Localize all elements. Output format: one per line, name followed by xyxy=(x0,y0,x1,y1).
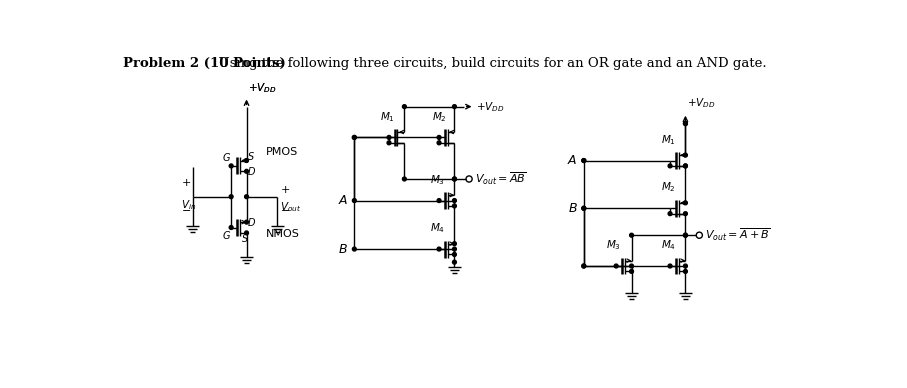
Text: $G$: $G$ xyxy=(222,151,231,163)
Circle shape xyxy=(629,264,633,268)
Text: $M_2$: $M_2$ xyxy=(432,110,446,123)
Circle shape xyxy=(437,247,441,251)
Circle shape xyxy=(353,135,356,139)
Text: $M_4$: $M_4$ xyxy=(661,238,676,252)
Circle shape xyxy=(229,225,233,229)
Text: $G$: $G$ xyxy=(222,229,231,241)
Circle shape xyxy=(437,141,441,145)
Text: $+V_{DD}$: $+V_{DD}$ xyxy=(687,96,716,110)
Circle shape xyxy=(245,195,249,199)
Text: Problem 2 (10 Points): Problem 2 (10 Points) xyxy=(123,57,286,70)
Circle shape xyxy=(668,164,672,168)
Text: $+$: $+$ xyxy=(279,184,290,194)
Circle shape xyxy=(684,164,688,168)
Circle shape xyxy=(387,135,391,139)
Text: $S$: $S$ xyxy=(241,232,249,244)
Text: $V_{out}$: $V_{out}$ xyxy=(279,201,301,214)
Circle shape xyxy=(387,141,391,145)
Circle shape xyxy=(668,264,672,268)
Circle shape xyxy=(353,247,356,251)
Text: $M_3$: $M_3$ xyxy=(606,238,620,252)
Circle shape xyxy=(684,164,688,168)
Circle shape xyxy=(614,264,618,268)
Text: $-$: $-$ xyxy=(279,204,289,214)
Circle shape xyxy=(353,199,356,203)
Circle shape xyxy=(453,199,456,203)
Text: $M_1$: $M_1$ xyxy=(661,133,676,147)
Text: $V_{in}$: $V_{in}$ xyxy=(181,198,197,212)
Circle shape xyxy=(245,220,249,224)
Circle shape xyxy=(582,159,586,163)
Text: $-$: $-$ xyxy=(181,204,191,214)
Text: $M_1$: $M_1$ xyxy=(380,110,395,123)
Circle shape xyxy=(629,233,633,237)
Circle shape xyxy=(684,153,688,157)
Circle shape xyxy=(582,159,586,163)
Circle shape xyxy=(245,231,249,235)
Text: $B$: $B$ xyxy=(338,242,348,256)
Text: $M_3$: $M_3$ xyxy=(430,173,445,187)
Circle shape xyxy=(245,170,249,173)
Text: $D$: $D$ xyxy=(248,165,257,177)
Circle shape xyxy=(229,164,233,168)
Text: $V_{out}=\overline{AB}$: $V_{out}=\overline{AB}$ xyxy=(475,171,527,187)
Text: $S$: $S$ xyxy=(248,150,255,162)
Text: $A$: $A$ xyxy=(567,154,578,167)
Circle shape xyxy=(453,177,456,181)
Circle shape xyxy=(403,105,406,109)
Text: $M_2$: $M_2$ xyxy=(661,180,676,194)
Text: $+$: $+$ xyxy=(181,177,191,188)
Text: $D$: $D$ xyxy=(248,216,257,228)
Circle shape xyxy=(453,242,456,246)
Circle shape xyxy=(582,264,586,268)
Circle shape xyxy=(437,135,441,139)
Circle shape xyxy=(453,247,456,251)
Text: $A$: $A$ xyxy=(337,194,348,207)
Text: $B$: $B$ xyxy=(568,202,578,215)
Circle shape xyxy=(582,206,586,210)
Circle shape xyxy=(453,105,456,109)
Circle shape xyxy=(684,233,688,237)
Circle shape xyxy=(453,204,456,208)
Text: NMOS: NMOS xyxy=(266,229,299,239)
Circle shape xyxy=(684,270,688,273)
Text: Using the following three circuits, build circuits for an OR gate and an AND gat: Using the following three circuits, buil… xyxy=(210,57,767,70)
Circle shape xyxy=(453,177,456,181)
Circle shape xyxy=(629,270,633,273)
Circle shape xyxy=(403,177,406,181)
Circle shape xyxy=(684,212,688,216)
Circle shape xyxy=(684,121,688,125)
Circle shape xyxy=(437,199,441,203)
Text: $+V_{DD}$: $+V_{DD}$ xyxy=(476,100,504,114)
Circle shape xyxy=(453,260,456,264)
Circle shape xyxy=(684,233,688,237)
Circle shape xyxy=(453,253,456,256)
Text: $+V_{DD}$: $+V_{DD}$ xyxy=(249,81,277,95)
Circle shape xyxy=(684,121,688,125)
Text: $V_{out}=\overline{A+B}$: $V_{out}=\overline{A+B}$ xyxy=(706,227,771,244)
Text: $+V_{DD}$: $+V_{DD}$ xyxy=(249,81,277,95)
Circle shape xyxy=(353,135,356,139)
Circle shape xyxy=(582,206,586,210)
Circle shape xyxy=(684,264,688,268)
Circle shape xyxy=(229,195,233,199)
Circle shape xyxy=(245,159,249,163)
Text: PMOS: PMOS xyxy=(266,147,298,157)
Circle shape xyxy=(668,212,672,216)
Circle shape xyxy=(582,264,586,268)
Circle shape xyxy=(684,201,688,205)
Text: $M_4$: $M_4$ xyxy=(430,222,445,235)
